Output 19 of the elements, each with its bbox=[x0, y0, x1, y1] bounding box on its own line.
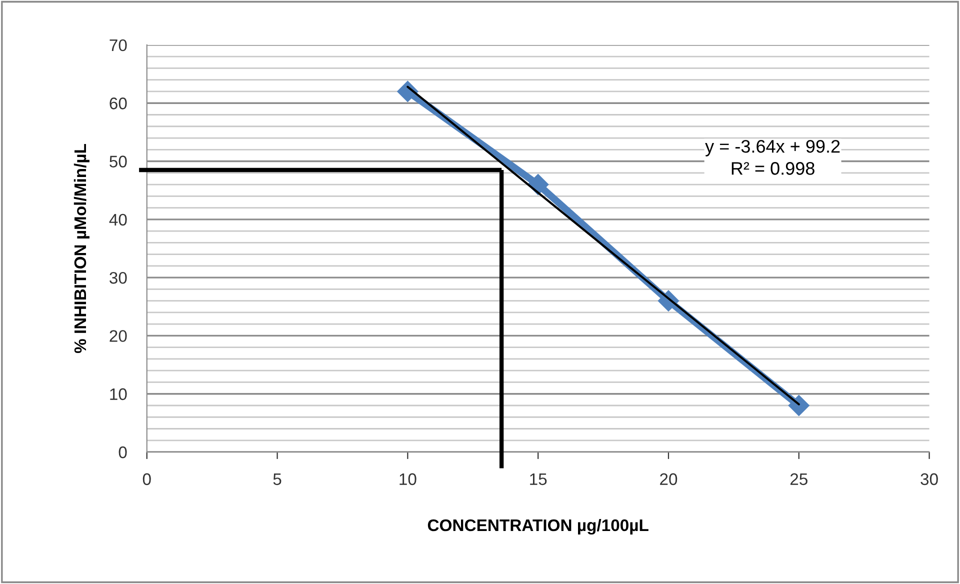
x-axis-title: CONCENTRATION µg/100µL bbox=[428, 518, 648, 535]
y-tick-label: 40 bbox=[109, 214, 127, 226]
x-tick-label: 30 bbox=[920, 473, 938, 486]
y-axis-title: % INHIBITION µMol/Min/µL bbox=[74, 144, 90, 354]
annotation: y = -3.64x + 99.2 R² = 0.998 bbox=[705, 140, 840, 175]
y-tick-label: 10 bbox=[110, 388, 127, 400]
y-tick-label: 30 bbox=[110, 272, 127, 284]
x-tick-label: 5 bbox=[273, 473, 282, 486]
x-tick-label: 25 bbox=[790, 473, 808, 486]
x-tick-label: 15 bbox=[530, 473, 547, 486]
y-tick-label: 70 bbox=[110, 39, 127, 52]
y-tick-label: 50 bbox=[110, 156, 127, 168]
x-tick-label: 20 bbox=[660, 473, 678, 486]
y-tick-label: 60 bbox=[110, 98, 127, 110]
y-tick-label: 0 bbox=[118, 446, 127, 458]
y-tick-label: 20 bbox=[110, 330, 127, 342]
point bbox=[788, 394, 810, 416]
x-tick-label: 10 bbox=[400, 473, 416, 486]
x-tick-label: 0 bbox=[142, 473, 151, 486]
